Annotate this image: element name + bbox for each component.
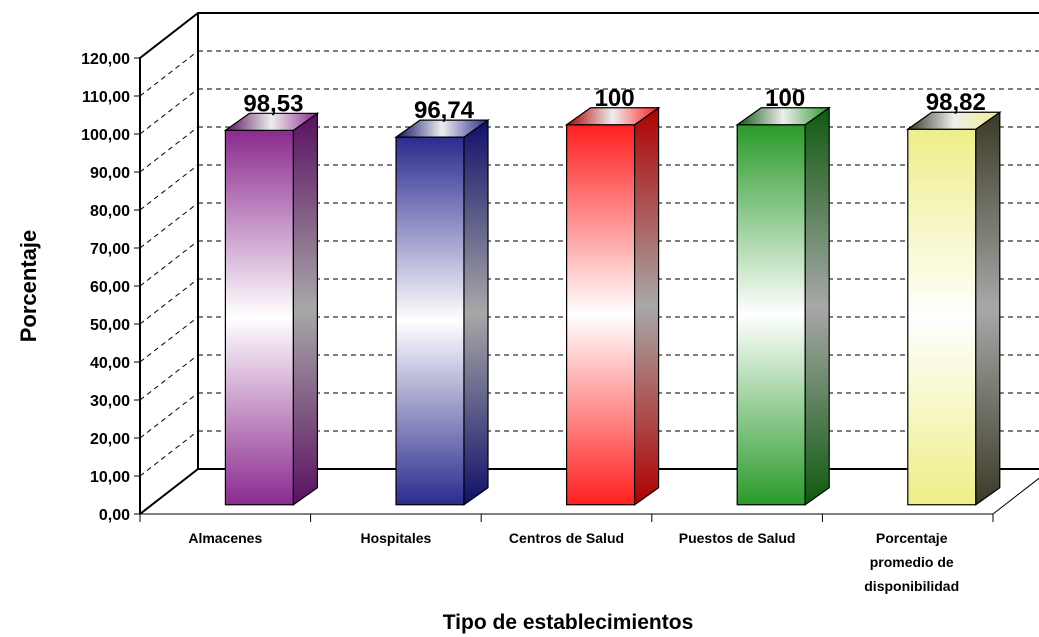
bar-top <box>223 112 320 131</box>
floor-right-edge <box>992 477 1039 515</box>
bar-front <box>224 129 294 506</box>
y-tick-label: 20,00 <box>90 431 130 448</box>
bars <box>223 106 1002 506</box>
bar-side <box>633 106 660 506</box>
bar-side <box>292 112 318 506</box>
y-tick-label: 100,00 <box>81 127 130 144</box>
bar-front <box>565 124 636 506</box>
x-category-label: Centros de Salud <box>509 530 624 546</box>
gridline-side <box>139 354 199 401</box>
gridline-side <box>139 50 199 97</box>
gridline-side <box>139 392 199 439</box>
bar-side <box>804 106 830 506</box>
y-axis-title: Porcentaje <box>16 230 41 343</box>
gridline-side <box>139 88 199 135</box>
bar-top <box>735 107 832 126</box>
gridline-side <box>139 430 199 477</box>
y-tick-label: 50,00 <box>90 317 130 334</box>
x-category-label: Porcentaje <box>876 530 948 546</box>
data-label: 100 <box>765 85 805 112</box>
y-tick-label: 0,00 <box>99 507 130 524</box>
bar-top <box>394 119 490 138</box>
x-category-label: disponibilidad <box>864 578 959 594</box>
gridline-side <box>139 126 199 173</box>
gridline-side <box>139 12 199 59</box>
data-labels: 98,53 96,74 100 100 98,82 <box>243 85 985 124</box>
axes <box>134 57 994 522</box>
floor-left-edge <box>139 468 199 515</box>
y-tick-label: 40,00 <box>90 355 130 372</box>
bar-top <box>564 107 661 126</box>
gridline-side <box>139 240 199 287</box>
bar-top <box>905 111 1002 130</box>
y-tick-label: 90,00 <box>90 165 130 182</box>
data-label: 98,53 <box>243 90 303 117</box>
x-category-labels: Almacenes Hospitales Centros de Salud Puest… <box>188 530 959 594</box>
y-tick-label: 110,00 <box>82 89 130 106</box>
y-tick-label: 120,00 <box>81 51 130 68</box>
bar-side <box>975 111 1001 506</box>
gridline-side <box>139 278 199 325</box>
gridline-side <box>139 202 199 249</box>
bar-side <box>463 118 489 506</box>
gridline-side <box>139 164 199 211</box>
bar-front <box>736 124 806 506</box>
x-category-label: Almacenes <box>188 530 262 546</box>
bar-front <box>395 136 465 506</box>
y-tick-label: 80,00 <box>90 203 130 220</box>
y-tick-labels: 0,00 10,00 20,00 30,00 40,00 50,00 60,00 70,00 8… <box>81 51 130 524</box>
data-label: 96,74 <box>414 97 475 124</box>
gridline-side <box>139 316 199 363</box>
bar-front <box>907 128 977 506</box>
y-tick-label: 10,00 <box>90 469 130 486</box>
x-axis-title: Tipo de establecimientos <box>443 611 694 634</box>
x-category-label: Puestos de Salud <box>679 530 796 546</box>
data-label: 98,82 <box>926 89 986 116</box>
data-label: 100 <box>595 85 635 112</box>
y-tick-label: 30,00 <box>90 393 130 410</box>
y-tick-label: 60,00 <box>90 279 130 296</box>
x-category-label: promedio de <box>870 554 954 570</box>
x-category-label: Hospitales <box>360 530 431 546</box>
y-tick-label: 70,00 <box>90 241 130 258</box>
